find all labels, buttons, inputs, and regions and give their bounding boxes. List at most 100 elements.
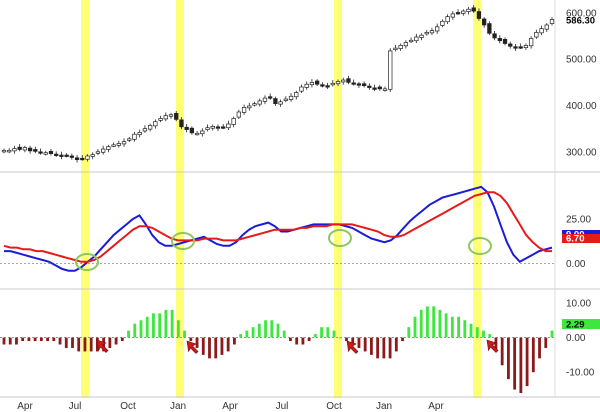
price-candle <box>351 82 356 85</box>
price-candle <box>189 127 195 134</box>
histogram-bar <box>432 306 436 338</box>
crossover-arrow-4 <box>486 339 499 353</box>
x-tick-label: Jan <box>376 401 392 412</box>
histogram-bar <box>313 334 317 338</box>
price-candle <box>388 50 393 90</box>
histogram-bar <box>525 337 529 387</box>
panel-separators <box>0 0 600 398</box>
arrow-icon <box>346 340 359 354</box>
price-candle <box>450 13 455 18</box>
price-candle <box>111 144 116 147</box>
price-candle <box>48 150 54 155</box>
price-candle <box>247 105 252 109</box>
histogram-bar <box>357 337 361 348</box>
price-candle <box>127 138 132 141</box>
histogram-bar <box>307 337 311 342</box>
macd-y-tick-label: 0.00 <box>566 259 586 270</box>
price-candle <box>487 23 492 34</box>
price-candle <box>482 18 487 26</box>
histogram-bar <box>463 320 467 338</box>
price-candle <box>33 149 38 152</box>
histogram-bar <box>127 330 130 338</box>
histogram-bar <box>164 309 168 338</box>
histogram-bar <box>469 323 473 338</box>
price-candle <box>231 118 236 125</box>
histogram-bar <box>195 337 199 348</box>
price-candle <box>476 11 482 19</box>
histogram-bar <box>189 337 193 342</box>
histogram-bar <box>457 316 460 338</box>
histogram-bar <box>120 337 124 342</box>
price-candle <box>320 84 325 87</box>
price-candle <box>508 43 513 47</box>
price-candle <box>85 155 90 160</box>
histogram-bar <box>338 337 342 339</box>
highlight-bar-2 <box>176 0 184 398</box>
price-candle <box>184 126 189 130</box>
price-candle <box>257 100 262 105</box>
histogram-bar <box>276 323 280 338</box>
price-candle <box>158 118 163 121</box>
price-candle <box>534 32 539 38</box>
histogram-bar <box>494 337 498 352</box>
price-candle <box>236 111 242 118</box>
price-candle <box>221 126 226 129</box>
x-tick-label: Apr <box>428 401 444 412</box>
x-tick-label: Oct <box>120 401 136 412</box>
price-candle <box>461 10 466 14</box>
price-candle <box>153 121 158 127</box>
price-candle <box>1 150 7 153</box>
price-candle <box>502 38 508 44</box>
price-candle <box>382 88 388 91</box>
histogram-bar <box>214 337 218 359</box>
price-candle <box>27 147 33 152</box>
price-candle <box>304 83 309 88</box>
histogram-bar <box>550 330 554 338</box>
price-candle <box>518 46 523 49</box>
arrow-icon <box>96 339 109 353</box>
x-tick-label: Jul <box>276 401 289 412</box>
histogram-y-tick-label: -10.00 <box>566 368 595 379</box>
histogram-bar <box>21 337 25 342</box>
price-candle <box>549 19 555 24</box>
price-candle <box>309 82 315 86</box>
histogram-bar <box>139 320 143 338</box>
histogram-bar <box>33 337 37 342</box>
price-candle <box>341 79 346 83</box>
price-candle <box>7 150 12 153</box>
price-candle <box>544 24 549 30</box>
histogram-bar <box>295 337 299 345</box>
price-panel <box>1 5 555 163</box>
histogram-bar <box>270 320 274 338</box>
histogram-bar <box>345 337 348 342</box>
histogram-y-tick-label: 10.00 <box>566 298 591 309</box>
histogram-bar <box>332 330 336 338</box>
histogram-bar <box>114 337 118 345</box>
price-candle <box>90 154 95 157</box>
histogram-bar <box>289 337 292 342</box>
price-candle <box>241 107 247 113</box>
price-candle <box>210 125 215 129</box>
crossover-arrow-1 <box>96 339 109 353</box>
price-candle <box>273 98 278 105</box>
histogram-bar <box>507 337 510 380</box>
price-candle <box>252 103 257 106</box>
price-candle <box>74 157 80 161</box>
histogram-bar <box>376 337 380 359</box>
highlight-bar-1 <box>81 0 89 398</box>
price-candle <box>513 46 518 49</box>
annotations <box>75 229 499 354</box>
price-candle <box>69 155 74 158</box>
histogram-bar <box>538 337 541 359</box>
price-candle <box>179 119 184 128</box>
price-candle <box>106 146 111 150</box>
crossover-circle-4 <box>468 237 492 255</box>
histogram-bar <box>519 337 523 393</box>
price-candle <box>372 87 377 90</box>
price-candle <box>17 146 22 150</box>
price-candle <box>215 126 221 129</box>
price-candle <box>408 39 414 43</box>
histogram-bar <box>15 337 18 345</box>
price-candle <box>440 20 445 26</box>
price-candle <box>429 30 435 34</box>
